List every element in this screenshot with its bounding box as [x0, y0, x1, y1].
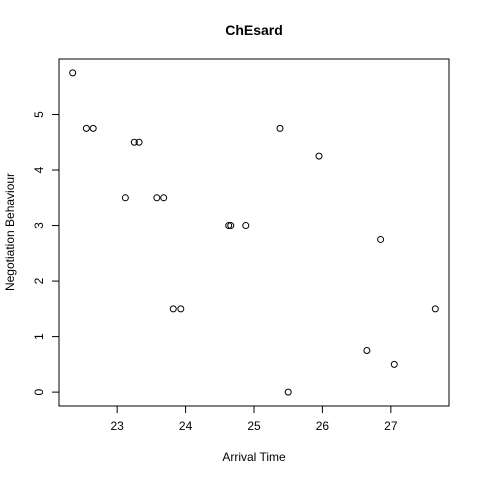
- x-axis: 23 24 25 26 27: [110, 405, 398, 433]
- data-point: [363, 346, 371, 354]
- data-point: [242, 222, 250, 230]
- data-point: [390, 360, 398, 368]
- data-point: [315, 152, 323, 160]
- data-point: [82, 124, 90, 132]
- data-points: [69, 69, 439, 396]
- x-tick-label: 24: [179, 419, 193, 433]
- y-axis: 0 1 2 3 4 5: [32, 111, 60, 395]
- x-tick-label: 25: [247, 419, 261, 433]
- data-point: [121, 194, 129, 202]
- data-point: [227, 222, 235, 230]
- y-axis-label: Negotiation Behaviour: [3, 173, 17, 291]
- chart-title: ChEsard: [225, 22, 283, 38]
- y-tick-label: 4: [32, 166, 46, 173]
- data-point: [69, 69, 77, 77]
- y-tick-label: 1: [32, 333, 46, 340]
- data-point: [377, 235, 385, 243]
- data-point: [169, 305, 177, 313]
- plot-frame: [58, 58, 450, 407]
- y-tick-label: 3: [32, 222, 46, 229]
- data-point: [284, 388, 292, 396]
- data-point: [160, 194, 168, 202]
- data-point: [431, 305, 439, 313]
- y-tick-label: 5: [32, 111, 46, 118]
- x-tick-label: 27: [384, 419, 398, 433]
- data-point: [135, 138, 143, 146]
- y-tick-label: 2: [32, 277, 46, 284]
- data-point: [276, 124, 284, 132]
- y-tick-label: 0: [32, 388, 46, 395]
- x-tick-label: 26: [316, 419, 330, 433]
- data-point: [153, 194, 161, 202]
- x-tick-label: 23: [110, 419, 124, 433]
- data-point: [177, 305, 185, 313]
- data-point: [225, 222, 233, 230]
- data-point: [89, 124, 97, 132]
- x-axis-label: Arrival Time: [222, 450, 286, 464]
- data-point: [130, 138, 138, 146]
